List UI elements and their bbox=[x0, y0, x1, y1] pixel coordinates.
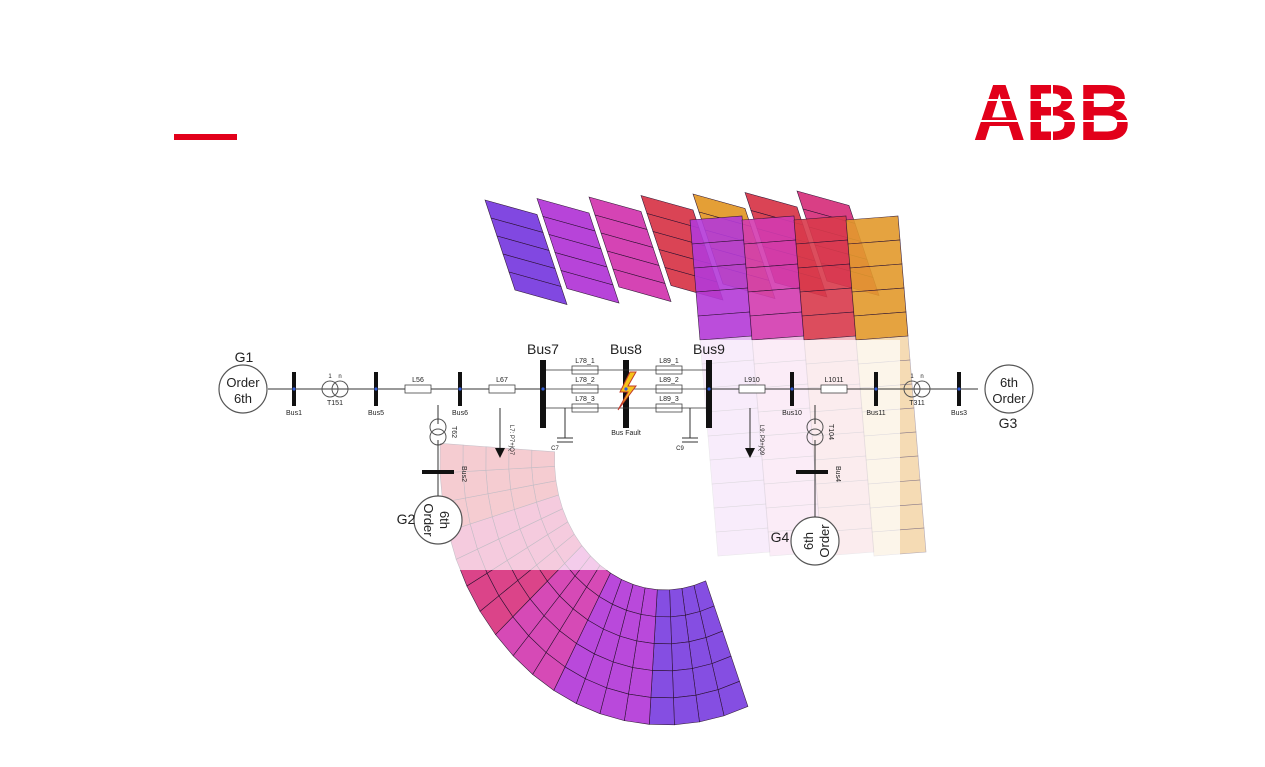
surface-cell bbox=[745, 263, 801, 293]
surface-cell bbox=[560, 270, 620, 304]
svg-text:Order: Order bbox=[226, 375, 260, 390]
transformer-label: T104 bbox=[827, 424, 834, 440]
bus-label-large: Bus7 bbox=[527, 341, 559, 357]
surface-cell bbox=[747, 287, 803, 317]
line-impedance bbox=[404, 384, 432, 394]
line-label: L910 bbox=[744, 377, 760, 384]
transformer-label: T151 bbox=[327, 400, 343, 407]
surface-cell bbox=[851, 287, 907, 317]
surface-cell bbox=[749, 311, 805, 341]
svg-text:6th: 6th bbox=[1000, 375, 1018, 390]
line-impedance bbox=[738, 384, 766, 394]
svg-text:n: n bbox=[338, 374, 341, 380]
line-label: L78_2 bbox=[575, 377, 595, 384]
generator-label: G2 bbox=[397, 511, 416, 527]
bus-label: Bus1 bbox=[286, 410, 302, 417]
surface-cell bbox=[671, 641, 693, 672]
surface-cell bbox=[801, 311, 857, 341]
line-label: L78_1 bbox=[575, 358, 595, 365]
surface-cell bbox=[693, 263, 749, 293]
surface-cell bbox=[847, 239, 903, 269]
surface-cell bbox=[689, 215, 745, 245]
svg-text:6th: 6th bbox=[234, 391, 252, 406]
bus-label: Bus2 bbox=[460, 466, 467, 482]
generator-label: G4 bbox=[771, 529, 790, 545]
surface-cell bbox=[653, 616, 672, 645]
generator-g4: 6th Order bbox=[790, 516, 840, 566]
line-impedance bbox=[820, 384, 848, 394]
svg-text:1: 1 bbox=[910, 374, 914, 380]
bus-label: Bus11 bbox=[866, 410, 885, 417]
svg-text:1: 1 bbox=[328, 374, 332, 380]
load-arrow bbox=[495, 448, 505, 458]
capacitor-label: C7 bbox=[551, 446, 559, 452]
surface-cell bbox=[849, 263, 905, 293]
surface-cell bbox=[799, 287, 855, 317]
bus-label: Bus5 bbox=[368, 410, 384, 417]
load-arrow bbox=[745, 448, 755, 458]
line-impedance bbox=[488, 384, 516, 394]
fault-icon bbox=[617, 371, 637, 411]
surface-cell bbox=[673, 694, 700, 726]
surface-cell bbox=[743, 239, 799, 269]
surface-cell bbox=[797, 263, 853, 293]
surface-cell bbox=[652, 643, 673, 672]
surface-cell bbox=[795, 239, 851, 269]
transformer-label: T62 bbox=[450, 426, 457, 438]
load-label: L7: P7+jQ7 bbox=[508, 425, 514, 456]
bus-label: Bus4 bbox=[834, 466, 841, 482]
svg-text:Order: Order bbox=[992, 391, 1026, 406]
accent-bar bbox=[174, 134, 237, 140]
abb-logo: ABB bbox=[973, 80, 1131, 142]
bus-label-large: Bus8 bbox=[610, 341, 642, 357]
surface-cell bbox=[655, 589, 671, 618]
bus-label-large: Bus9 bbox=[693, 341, 725, 357]
surface-cell bbox=[670, 614, 690, 645]
generator-label: G3 bbox=[999, 415, 1018, 431]
svg-text:6th: 6th bbox=[437, 511, 452, 529]
surface-cell bbox=[612, 268, 672, 302]
surface-cell bbox=[793, 215, 849, 245]
capacitor-label: C9 bbox=[676, 446, 684, 452]
line-label: L89_2 bbox=[659, 377, 679, 384]
line-label: L56 bbox=[412, 377, 424, 384]
load-label: L9: P9+jQ9 bbox=[758, 425, 764, 456]
bus-label: Bus6 bbox=[452, 410, 468, 417]
surface-cell bbox=[648, 697, 675, 726]
surface-cell bbox=[508, 271, 568, 305]
svg-text:6th: 6th bbox=[801, 532, 816, 550]
bus-bar-large bbox=[706, 360, 712, 428]
bus-bar-large bbox=[540, 360, 546, 428]
surface-cell bbox=[695, 287, 751, 317]
svg-text:Order: Order bbox=[817, 524, 832, 558]
bus-label: Bus10 bbox=[782, 410, 802, 417]
surface-cell bbox=[650, 670, 674, 699]
line-label: L89_1 bbox=[659, 358, 679, 365]
surface-cell bbox=[672, 668, 697, 699]
svg-text:n: n bbox=[920, 374, 923, 380]
line-label: L67 bbox=[496, 377, 508, 384]
line-label: L78_3 bbox=[575, 396, 595, 403]
surface-cell bbox=[691, 239, 747, 269]
bus-label: Bus3 bbox=[951, 410, 967, 417]
surface-cell bbox=[853, 311, 909, 341]
surface-cell bbox=[845, 215, 901, 245]
bus-bar bbox=[422, 470, 454, 474]
fault-label: Bus Fault bbox=[611, 430, 641, 437]
bus-bar bbox=[796, 470, 828, 474]
generator-label: G1 bbox=[235, 349, 254, 365]
surface-cell bbox=[741, 215, 797, 245]
transformer-label: T311 bbox=[909, 400, 925, 407]
line-label: L1011 bbox=[825, 377, 844, 384]
surface-cell bbox=[697, 311, 753, 341]
svg-text:Order: Order bbox=[421, 503, 436, 537]
line-label: L89_3 bbox=[659, 396, 679, 403]
surface-cell bbox=[623, 693, 652, 725]
bus-bar-large bbox=[623, 360, 629, 428]
